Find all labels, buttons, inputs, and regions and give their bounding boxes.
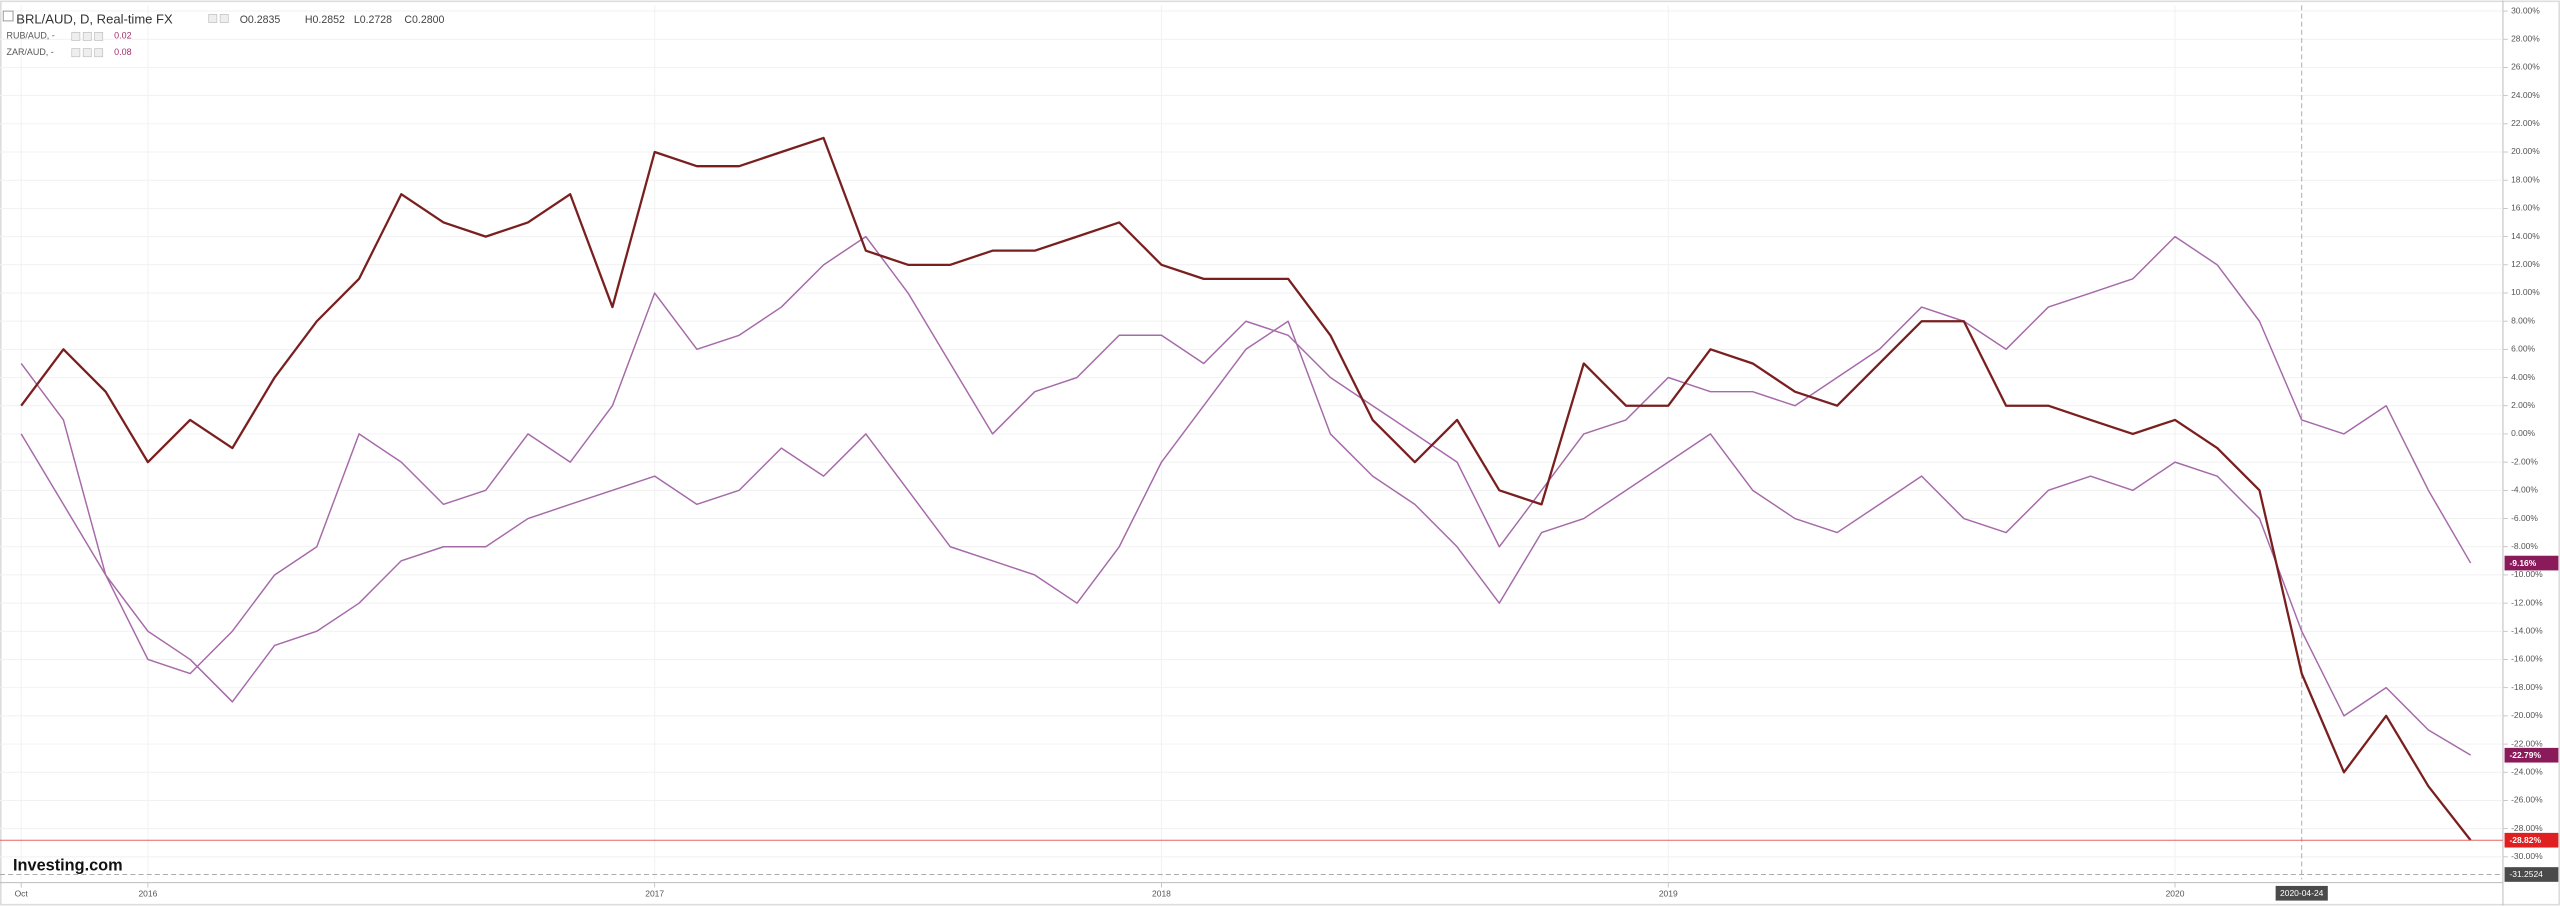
crosshair-date-box [2275, 885, 2328, 901]
y-tick-label: 2.00% [2511, 400, 2535, 410]
y-tick-label: 4.00% [2511, 372, 2535, 382]
y-tick-label: 24.00% [2511, 90, 2540, 100]
brand-logo: Investing.com [13, 857, 123, 875]
y-tick-label: 26.00% [2511, 62, 2540, 72]
value-label: -28.82% [2509, 835, 2541, 845]
x-tick-label: 2017 [645, 888, 664, 898]
y-tick-label: -6.00% [2511, 513, 2538, 523]
y-tick-label: 20.00% [2511, 146, 2540, 156]
y-tick-label: -14.00% [2511, 626, 2543, 636]
y-tick-label: -4.00% [2511, 485, 2538, 495]
y-tick-label: -30.00% [2511, 851, 2543, 861]
y-tick-label: -28.00% [2511, 823, 2543, 833]
y-tick-label: -10.00% [2511, 569, 2543, 579]
open: O0.2835 [240, 14, 281, 26]
icon[interactable] [71, 48, 81, 58]
y-tick-label: -8.00% [2511, 541, 2538, 551]
y-tick-label: -12.00% [2511, 597, 2543, 607]
axes: 30.00% 28.00% 26.00% 24.00% 22.00% 20.00% 18.0… [15, 5, 2559, 901]
legend-entry: RUB/AUD, - [7, 31, 55, 41]
y-tick-label: 16.00% [2511, 203, 2540, 213]
y-tick-label: -16.00% [2511, 654, 2543, 664]
x-tick-label: 2020 [2166, 888, 2185, 898]
high: H0.2852 [305, 14, 345, 26]
crosshair-value: -31.2524 [2509, 869, 2543, 879]
x-tick-label: 2019 [1659, 888, 1678, 898]
y-tick-label: -26.00% [2511, 795, 2543, 805]
plot [0, 136, 2503, 841]
x-tick-label: 2018 [1152, 888, 1171, 898]
value-tag [2504, 747, 2559, 763]
y-tick-label: 30.00% [2511, 5, 2540, 15]
y-tick-label: 8.00% [2511, 315, 2535, 325]
crosshair-date: 2020-04-24 [2280, 888, 2324, 898]
x-tick-label: 2016 [138, 888, 157, 898]
icon[interactable] [82, 48, 92, 58]
legend-value: 0.08 [114, 47, 131, 57]
icon[interactable] [82, 31, 92, 41]
y-tick-label: 0.00% [2511, 428, 2535, 438]
legend-value: 0.02 [114, 31, 131, 41]
y-tick-label: 10.00% [2511, 287, 2540, 297]
icon[interactable] [71, 31, 81, 41]
y-tick-label: 12.00% [2511, 259, 2540, 269]
collapse-icon[interactable] [2, 10, 14, 22]
y-tick-label: -22.00% [2511, 738, 2543, 748]
y-tick-label: -2.00% [2511, 456, 2538, 466]
y-tick-label: -18.00% [2511, 682, 2543, 692]
y-tick-label: 6.00% [2511, 344, 2535, 354]
low: L0.2728 [354, 14, 392, 26]
value-tag [2504, 832, 2559, 848]
y-tick-label: -24.00% [2511, 766, 2543, 776]
icon[interactable] [219, 14, 229, 23]
y-tick-label: 28.00% [2511, 33, 2540, 43]
y-tick-label: 22.00% [2511, 118, 2540, 128]
header: BRL/AUD, D, Real-time FX O0.2835 H0.2852… [2, 10, 444, 58]
value-label: -22.79% [2509, 750, 2541, 760]
icon[interactable] [94, 48, 104, 58]
icon[interactable] [94, 31, 104, 41]
close: C0.2800 [404, 14, 444, 26]
legend-entry: ZAR/AUD, - [7, 47, 54, 57]
main-symbol: BRL/AUD, D, Real-time FX [16, 12, 173, 27]
y-tick-label: -20.00% [2511, 710, 2543, 720]
series-line [20, 136, 2472, 841]
series-line [20, 235, 2472, 675]
x-tick-label: Oct [15, 888, 29, 898]
value-label: -9.16% [2509, 558, 2536, 568]
grid [0, 5, 2503, 880]
series-line [20, 320, 2472, 756]
value-tag [2504, 555, 2559, 571]
y-tick-label: 18.00% [2511, 174, 2540, 184]
icon[interactable] [208, 14, 218, 23]
y-tick-label: 14.00% [2511, 231, 2540, 241]
crosshair-value-box [2504, 867, 2559, 882]
